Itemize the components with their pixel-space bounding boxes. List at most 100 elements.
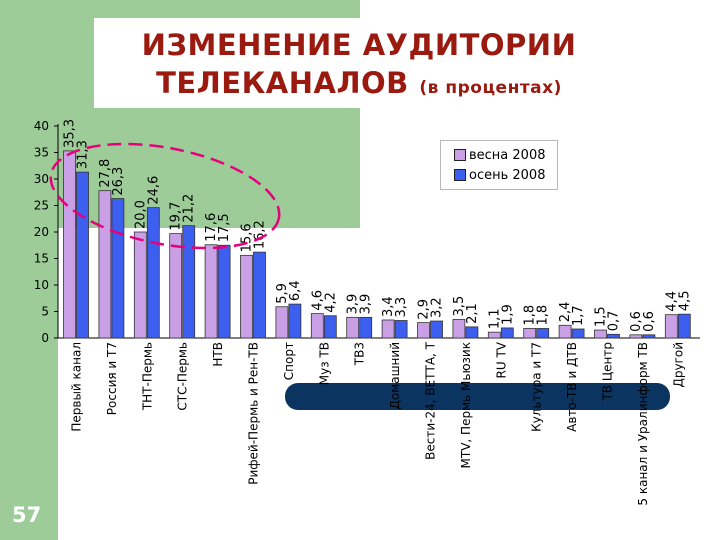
data-label-spring: 4,6	[310, 290, 325, 311]
y-tick-label: 30	[34, 172, 49, 186]
bar-spring	[133, 231, 147, 339]
bar-autumn	[111, 198, 125, 339]
y-tick-label: 25	[34, 199, 49, 213]
bar-spring	[310, 313, 324, 339]
bar-spring	[417, 322, 430, 339]
data-label-autumn: 1,7	[571, 305, 586, 326]
bar-autumn	[465, 326, 479, 339]
bar-spring	[629, 334, 643, 339]
data-label-spring: 3,4	[381, 296, 396, 317]
bar-autumn	[288, 303, 302, 339]
bar-spring	[381, 319, 395, 339]
title-line-2: ТЕЛЕКАНАЛОВ (в процентах)	[94, 64, 624, 107]
bar-autumn	[430, 320, 443, 339]
bar-spring	[169, 233, 183, 339]
data-label-spring: 20,0	[133, 200, 148, 229]
category-label: RU TV	[494, 341, 508, 378]
data-label-autumn: 0,7	[607, 311, 622, 332]
category-label: ТВ3	[353, 342, 367, 366]
category-label: Первый канал	[70, 342, 84, 432]
bar-autumn	[76, 171, 89, 339]
y-tick-label: 20	[34, 225, 49, 239]
data-label-autumn: 2,1	[465, 303, 480, 324]
data-label-spring: 35,3	[63, 119, 78, 148]
data-label-autumn: 21,2	[182, 194, 197, 223]
data-label-autumn: 3,2	[430, 297, 445, 318]
bar-spring	[523, 328, 537, 339]
data-label-spring: 3,9	[346, 294, 361, 315]
bar-autumn	[323, 315, 337, 339]
data-label-autumn: 4,2	[323, 292, 338, 313]
bar-autumn	[607, 333, 620, 339]
category-label: ТВ Центр	[601, 342, 615, 402]
bar-spring	[664, 314, 678, 339]
data-label-spring: 2,4	[558, 302, 573, 323]
title-line-2-main: ТЕЛЕКАНАЛОВ	[156, 66, 409, 100]
data-label-spring: 5,9	[275, 283, 290, 304]
category-label: ТНТ-Пермь	[140, 342, 154, 411]
slide-title: ИЗМЕНЕНИЕ АУДИТОРИИ ТЕЛЕКАНАЛОВ (в проце…	[94, 26, 624, 107]
bar-autumn	[359, 316, 373, 339]
data-label-spring: 17,6	[204, 213, 219, 242]
category-label: Домашний	[388, 342, 402, 410]
bar-spring	[558, 324, 572, 339]
data-label-autumn: 1,9	[500, 304, 515, 325]
data-label-spring: 19,7	[169, 202, 184, 231]
data-label-spring: 0,6	[629, 311, 644, 332]
category-label: MTV, Пермь Мьюзик	[459, 342, 473, 468]
legend-entry-spring: весна 2008	[454, 146, 546, 164]
highlight-ellipse	[49, 142, 281, 250]
title-panel	[94, 18, 624, 108]
bar-spring	[275, 306, 289, 339]
bar-autumn	[571, 328, 585, 339]
category-label: Культура и Т7	[530, 342, 544, 432]
legend-entry-autumn: осень 2008	[454, 166, 545, 184]
bar-spring	[240, 254, 253, 339]
bar-autumn	[642, 334, 656, 339]
data-label-spring: 4,4	[664, 291, 679, 312]
decorative-band	[285, 383, 670, 410]
y-tick-label: 40	[34, 119, 49, 133]
bar-autumn	[182, 225, 196, 339]
legend: весна 2008 осень 2008	[440, 140, 558, 190]
data-label-autumn: 1,8	[536, 305, 551, 326]
bar-spring	[594, 329, 607, 339]
data-label-autumn: 0,6	[642, 311, 657, 332]
legend-label-autumn: осень 2008	[469, 167, 546, 183]
bar-autumn	[146, 207, 160, 339]
data-label-spring: 1,5	[594, 306, 609, 327]
legend-swatch-spring	[454, 149, 466, 161]
data-label-autumn: 3,3	[394, 297, 409, 318]
bar-autumn	[253, 251, 266, 339]
y-tick-label: 35	[34, 146, 49, 160]
data-label-spring: 2,9	[417, 299, 432, 320]
data-label-autumn: 4,5	[677, 290, 692, 311]
bar-spring	[487, 331, 501, 339]
category-label: СТС-Пермь	[176, 342, 190, 411]
data-label-autumn: 3,9	[359, 294, 374, 315]
legend-swatch-autumn	[454, 169, 466, 181]
title-subtitle: (в процентах)	[419, 78, 562, 98]
category-label: Спорт	[282, 342, 296, 380]
bar-spring	[452, 319, 466, 339]
category-label: Рифей-Пермь и Рен-ТВ	[247, 342, 261, 485]
data-label-spring: 3,5	[452, 296, 467, 317]
bar-autumn	[500, 327, 514, 339]
category-label: Вести-24, ВЕТТА, Т	[424, 341, 438, 460]
y-tick-label: 5	[41, 305, 49, 319]
y-tick-label: 0	[41, 331, 49, 345]
data-label-spring: 27,8	[98, 159, 113, 188]
category-label: Россия и Т7	[105, 342, 119, 415]
bar-autumn	[217, 244, 231, 339]
bar-autumn	[394, 320, 408, 339]
category-label: НТВ	[211, 342, 225, 367]
category-label: 5 канал и Уралинформ ТВ	[636, 342, 650, 506]
title-line-1: ИЗМЕНЕНИЕ АУДИТОРИИ	[141, 28, 577, 62]
data-label-autumn: 16,2	[253, 220, 268, 249]
bar-spring	[204, 244, 218, 339]
page-number: 57	[12, 503, 42, 527]
data-label-autumn: 26,3	[111, 167, 126, 196]
bar-spring	[346, 316, 360, 339]
data-label-autumn: 6,4	[288, 280, 303, 301]
